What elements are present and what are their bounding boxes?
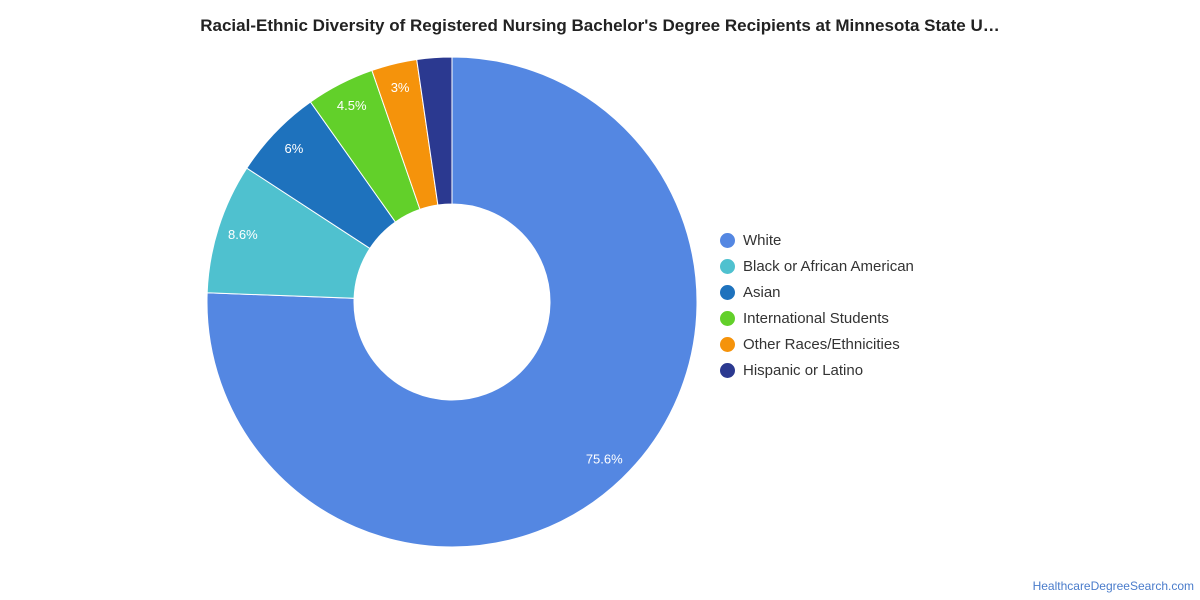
- legend-label: Other Races/Ethnicities: [743, 335, 900, 353]
- data-label-other-races-ethnicities: 3%: [391, 80, 410, 95]
- legend-item-white[interactable]: White: [720, 227, 914, 253]
- legend-item-international-students[interactable]: International Students: [720, 305, 914, 331]
- data-label-asian: 6%: [284, 141, 303, 156]
- chart-legend: White Black or African American Asian Inter…: [720, 227, 914, 383]
- legend-label: Hispanic or Latino: [743, 361, 864, 379]
- legend-item-asian[interactable]: Asian: [720, 279, 914, 305]
- legend-item-other-races-ethnicities[interactable]: Other Races/Ethnicities: [720, 331, 914, 357]
- chart-title: Racial-Ethnic Diversity of Registered Nu…: [200, 16, 1000, 35]
- legend-label: White: [743, 231, 782, 249]
- legend-label: Asian: [743, 283, 781, 301]
- legend-swatch: [720, 258, 735, 274]
- legend-label: Black or African American: [743, 257, 914, 275]
- legend-swatch: [720, 310, 735, 326]
- legend-item-black-or-african-american[interactable]: Black or African American: [720, 253, 914, 279]
- source-credit-link[interactable]: HealthcareDegreeSearch.com: [1032, 579, 1194, 593]
- slice-white[interactable]: [206, 56, 698, 548]
- legend-label: International Students: [743, 309, 889, 327]
- legend-swatch: [720, 336, 735, 352]
- data-label-international-students: 4.5%: [337, 98, 367, 113]
- data-label-white: 75.6%: [586, 452, 623, 467]
- legend-swatch: [720, 232, 735, 248]
- legend-item-hispanic-or-latino[interactable]: Hispanic or Latino: [720, 357, 914, 383]
- legend-swatch: [720, 362, 735, 378]
- slice-hispanic-or-latino[interactable]: [416, 56, 453, 206]
- data-label-black-or-african-american: 8.6%: [228, 227, 258, 242]
- legend-swatch: [720, 284, 735, 300]
